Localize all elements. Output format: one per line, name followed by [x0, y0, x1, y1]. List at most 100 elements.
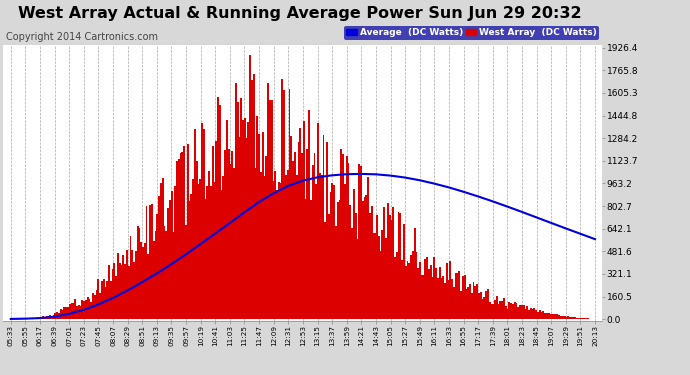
Bar — [533, 308, 535, 319]
Bar — [257, 116, 258, 319]
Bar — [410, 255, 412, 319]
Bar — [205, 199, 206, 319]
Bar — [392, 207, 394, 319]
Bar — [367, 177, 369, 319]
Bar — [476, 284, 478, 319]
Bar — [575, 317, 576, 319]
Bar — [446, 263, 448, 319]
Bar — [591, 318, 593, 319]
Bar — [582, 318, 584, 319]
Bar — [283, 90, 285, 319]
Bar — [587, 318, 589, 319]
Bar — [248, 122, 249, 319]
Bar — [76, 306, 78, 319]
Bar — [235, 83, 237, 319]
Bar — [537, 312, 539, 319]
Bar — [558, 315, 560, 319]
Bar — [192, 179, 194, 319]
Bar — [267, 83, 269, 319]
Bar — [313, 153, 315, 319]
Bar — [113, 263, 115, 319]
Bar — [104, 287, 106, 319]
Bar — [440, 278, 442, 319]
Bar — [215, 141, 217, 319]
Bar — [61, 310, 63, 319]
Bar — [33, 318, 35, 319]
Text: West Array Actual & Running Average Power Sun Jun 29 20:32: West Array Actual & Running Average Powe… — [19, 6, 582, 21]
Bar — [555, 314, 557, 319]
Bar — [226, 120, 228, 319]
Bar — [349, 205, 351, 319]
Bar — [239, 137, 240, 319]
Bar — [510, 303, 512, 319]
Bar — [567, 316, 569, 319]
Bar — [260, 172, 262, 319]
Bar — [128, 266, 130, 319]
Bar — [253, 74, 255, 319]
Bar — [46, 316, 48, 319]
Bar — [99, 293, 101, 319]
Bar — [70, 303, 72, 319]
Bar — [518, 307, 519, 319]
Bar — [419, 262, 421, 319]
Bar — [428, 269, 430, 319]
Bar — [37, 318, 39, 319]
Bar — [437, 278, 439, 319]
Bar — [213, 182, 215, 319]
Bar — [560, 316, 562, 319]
Bar — [188, 201, 190, 319]
Bar — [67, 307, 69, 319]
Bar — [131, 251, 133, 319]
Bar — [308, 110, 310, 319]
Bar — [475, 286, 476, 319]
Bar — [258, 134, 260, 319]
Bar — [181, 152, 184, 319]
Bar — [353, 189, 355, 319]
Bar — [87, 297, 88, 319]
Bar — [326, 142, 328, 319]
Bar — [458, 271, 460, 319]
Bar — [573, 317, 575, 319]
Bar — [288, 88, 290, 319]
Bar — [151, 204, 153, 319]
Bar — [306, 148, 308, 319]
Bar — [539, 310, 540, 319]
Bar — [503, 298, 505, 319]
Bar — [388, 215, 391, 319]
Bar — [412, 252, 414, 319]
Bar — [112, 269, 114, 319]
Bar — [385, 238, 387, 319]
Bar — [167, 208, 169, 319]
Bar — [521, 304, 523, 319]
Bar — [471, 293, 473, 319]
Bar — [348, 163, 349, 319]
Bar — [94, 295, 96, 319]
Bar — [494, 300, 496, 319]
Bar — [515, 303, 518, 319]
Bar — [322, 135, 324, 319]
Bar — [315, 184, 317, 319]
Bar — [519, 305, 521, 319]
Bar — [140, 242, 142, 319]
Bar — [571, 317, 573, 319]
Bar — [276, 190, 278, 319]
Bar — [305, 200, 306, 319]
Bar — [321, 175, 323, 319]
Bar — [482, 299, 484, 319]
Bar — [69, 304, 70, 319]
Bar — [324, 222, 326, 319]
Bar — [262, 132, 264, 319]
Bar — [401, 261, 403, 319]
Bar — [137, 226, 139, 319]
Bar — [273, 181, 275, 319]
Bar — [110, 281, 112, 319]
Bar — [292, 161, 294, 319]
Bar — [160, 183, 161, 319]
Bar — [546, 313, 548, 319]
Bar — [219, 105, 221, 319]
Bar — [144, 243, 146, 319]
Bar — [55, 314, 57, 319]
Bar — [464, 275, 466, 319]
Bar — [453, 286, 455, 319]
Bar — [63, 307, 66, 319]
